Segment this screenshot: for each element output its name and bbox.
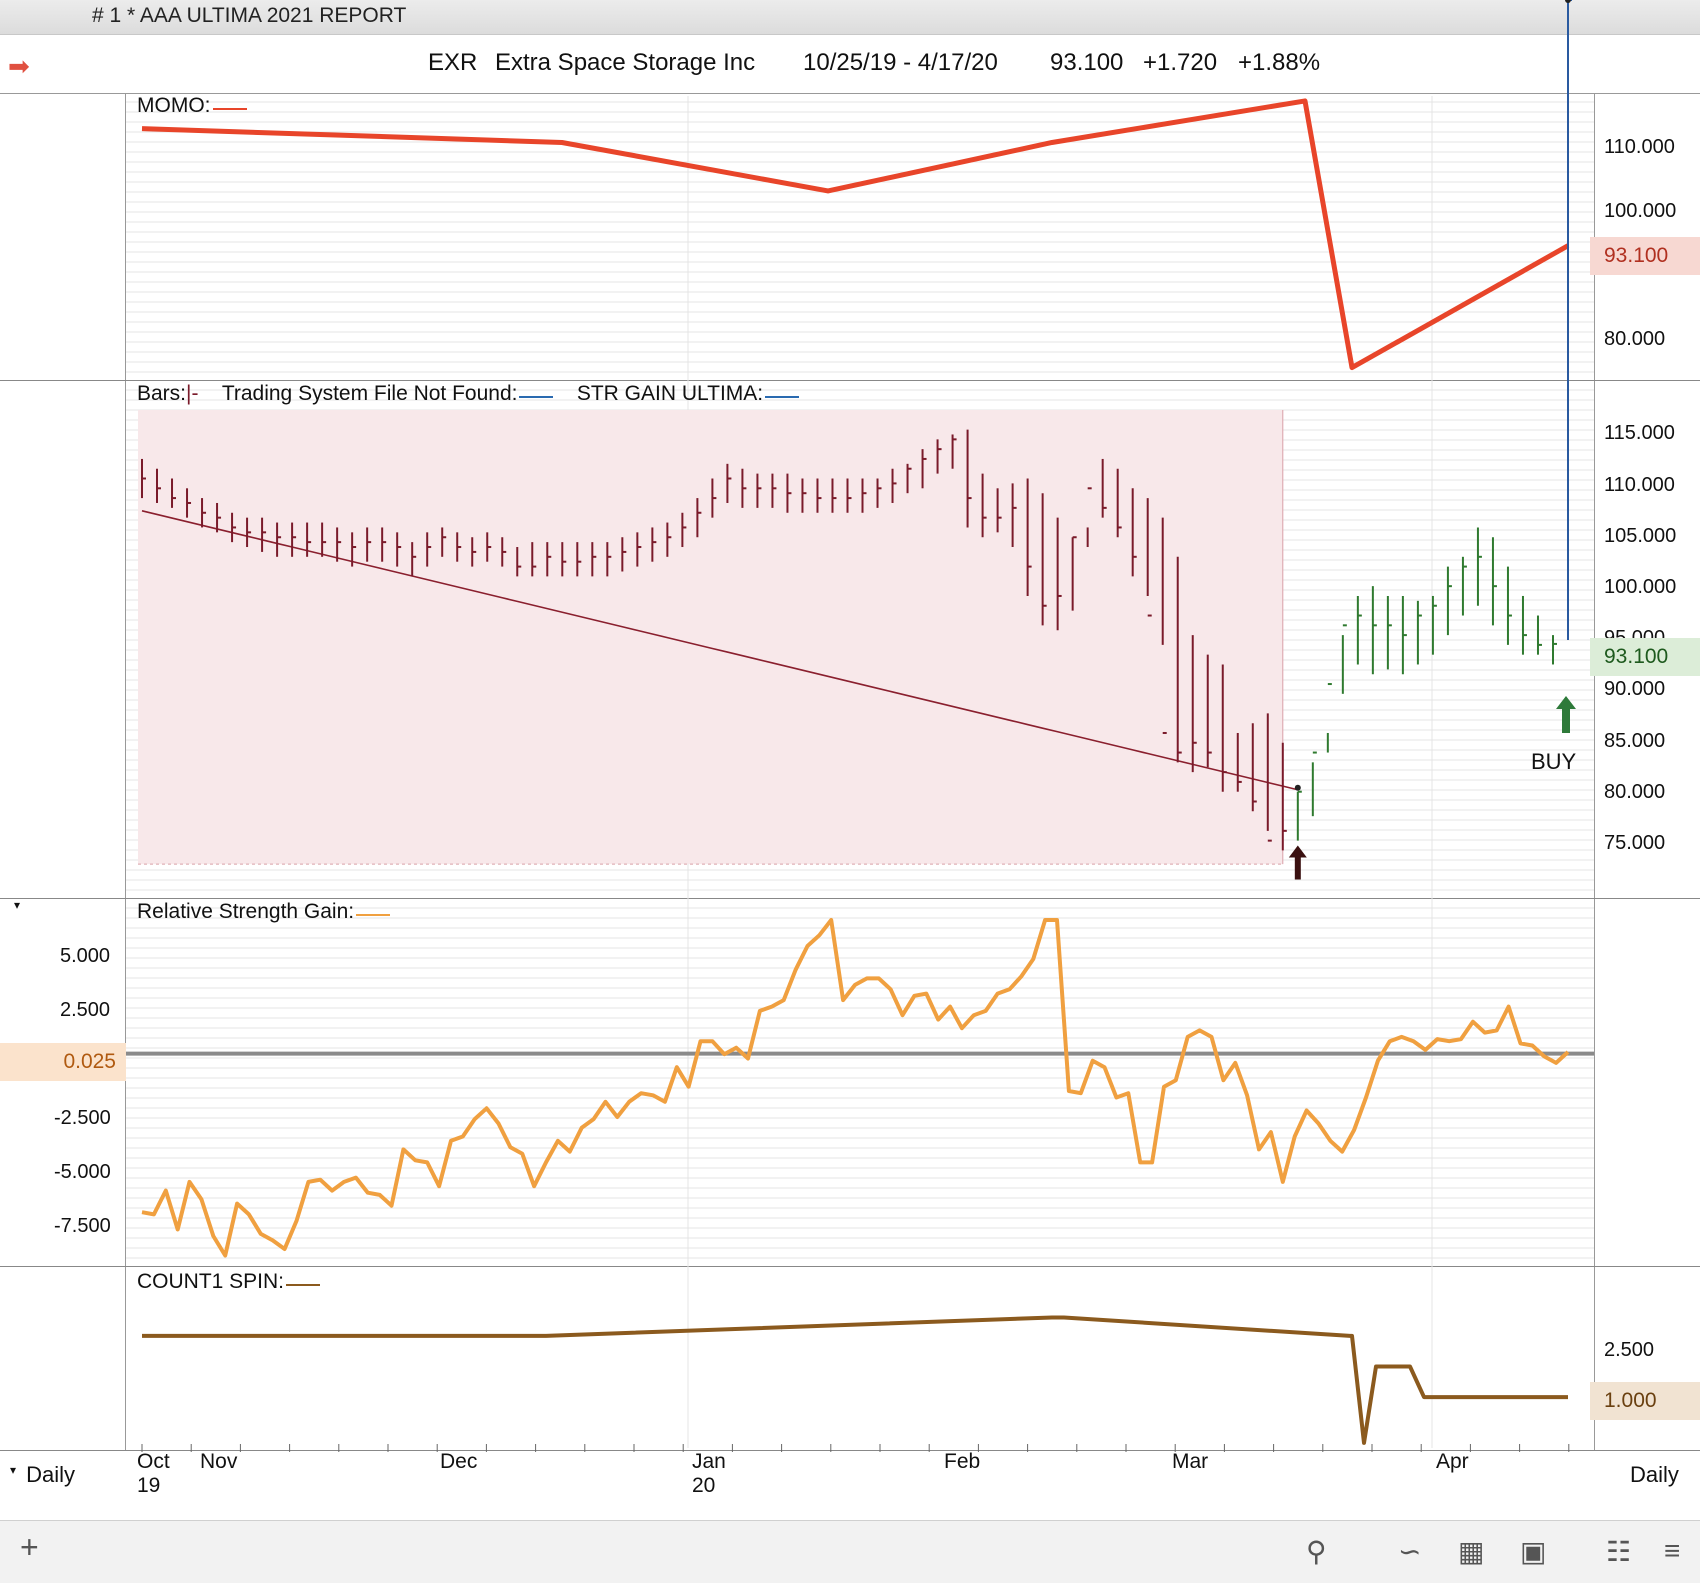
window-title: # 1 * AAA ULTIMA 2021 REPORT — [92, 4, 407, 27]
price-change-pct: +1.88% — [1238, 49, 1321, 76]
spin-tick: 2.500 — [1604, 1339, 1655, 1361]
month-label: Jan — [692, 1450, 726, 1473]
window-titlebar: # 1 * AAA ULTIMA 2021 REPORT — [0, 0, 1700, 35]
rsg-tick: -2.500 — [54, 1107, 111, 1129]
price-tick: 90.000 — [1604, 678, 1666, 700]
bottom-toolbar: + ⚲ ∽ ▦ ▣ ☷ ≡ — [0, 1520, 1700, 1583]
month-label: Mar — [1172, 1450, 1209, 1473]
month-label: Oct — [137, 1450, 170, 1473]
panel-divider[interactable] — [0, 380, 1700, 381]
panel-divider[interactable] — [0, 1266, 1700, 1267]
momo-tick: 80.000 — [1604, 328, 1666, 350]
momo-label: MOMO: — [137, 94, 247, 118]
month-label: Dec — [440, 1450, 478, 1473]
price-tick: 105.000 — [1604, 525, 1677, 547]
last-price: 93.100 — [1050, 49, 1124, 76]
buy-arrow-icon — [1556, 696, 1576, 733]
buy-label: BUY — [1531, 749, 1577, 774]
panel-menu-icon[interactable]: ▾ — [14, 898, 21, 912]
rsg-tick: -7.500 — [54, 1215, 111, 1237]
price-tick: 75.000 — [1604, 832, 1666, 854]
rsg-line — [141, 918, 1570, 1258]
arrow-right-icon[interactable]: ➡ — [8, 51, 30, 81]
price-tick: 80.000 — [1604, 781, 1666, 803]
rsg-tick: 2.500 — [60, 999, 111, 1021]
entry-arrow-icon — [1288, 845, 1307, 880]
momo-last-badge: 93.100 — [1590, 237, 1700, 275]
rsg-zero-badge: 0.025 — [0, 1043, 126, 1081]
momo-line — [141, 98, 1570, 371]
period-label-right: Daily — [1630, 1462, 1679, 1487]
price-change: +1.720 — [1143, 49, 1218, 76]
spin-label: COUNT1 SPIN: — [137, 1270, 321, 1294]
price-tick: 100.000 — [1604, 576, 1677, 598]
line-chart-icon[interactable]: ∽ — [1398, 1536, 1422, 1567]
company-name: Extra Space Storage Inc — [495, 49, 756, 76]
moving-average-line — [141, 510, 1298, 791]
right-axis-divider — [1594, 93, 1595, 1451]
symbol: EXR — [428, 49, 478, 76]
bars-label: Bars:|- Trading System File Not Found: S… — [137, 382, 800, 406]
month-label: Apr — [1436, 1450, 1469, 1473]
price-tick: 115.000 — [1604, 422, 1675, 444]
entry-marker — [1294, 784, 1301, 791]
chart-plot-area[interactable] — [0, 0, 1700, 1520]
period-selector-left[interactable]: ▾ Daily — [10, 1462, 76, 1487]
system-region — [138, 410, 1283, 865]
last-marker — [1565, 0, 1571, 3]
year-label: 20 — [692, 1474, 716, 1497]
list-icon[interactable]: ≡ — [1664, 1535, 1681, 1566]
rsg-label: Relative Strength Gain: — [137, 900, 391, 924]
month-label: Feb — [944, 1450, 981, 1473]
spin-line — [142, 1315, 1568, 1445]
symbol-header: ➡ EXR Extra Space Storage Inc 10/25/19 -… — [0, 35, 1700, 94]
rsg-tick: -5.000 — [54, 1161, 111, 1183]
year-label: 19 — [137, 1474, 161, 1497]
plus-icon[interactable]: + — [20, 1529, 39, 1565]
spin-last-badge: 1.000 — [1590, 1382, 1700, 1420]
momo-tick: 100.000 — [1604, 200, 1677, 222]
search-icon[interactable]: ⚲ — [1306, 1536, 1327, 1567]
price-tick: 85.000 — [1604, 730, 1666, 752]
panel-divider — [0, 1450, 1700, 1451]
date-range: 10/25/19 - 4/17/20 — [803, 49, 998, 76]
month-label: Nov — [200, 1450, 238, 1473]
rsg-tick: 5.000 — [60, 945, 111, 967]
panel-divider[interactable] — [0, 898, 1700, 899]
momo-tick: 110.000 — [1604, 136, 1675, 158]
book-icon[interactable]: ☷ — [1606, 1536, 1632, 1567]
grid-icon[interactable]: ▦ — [1458, 1536, 1485, 1567]
price-tick: 110.000 — [1604, 474, 1675, 496]
left-axis-divider — [125, 93, 126, 1451]
panel-icon[interactable]: ▣ — [1520, 1536, 1547, 1567]
price-last-badge: 93.100 — [1590, 638, 1700, 676]
